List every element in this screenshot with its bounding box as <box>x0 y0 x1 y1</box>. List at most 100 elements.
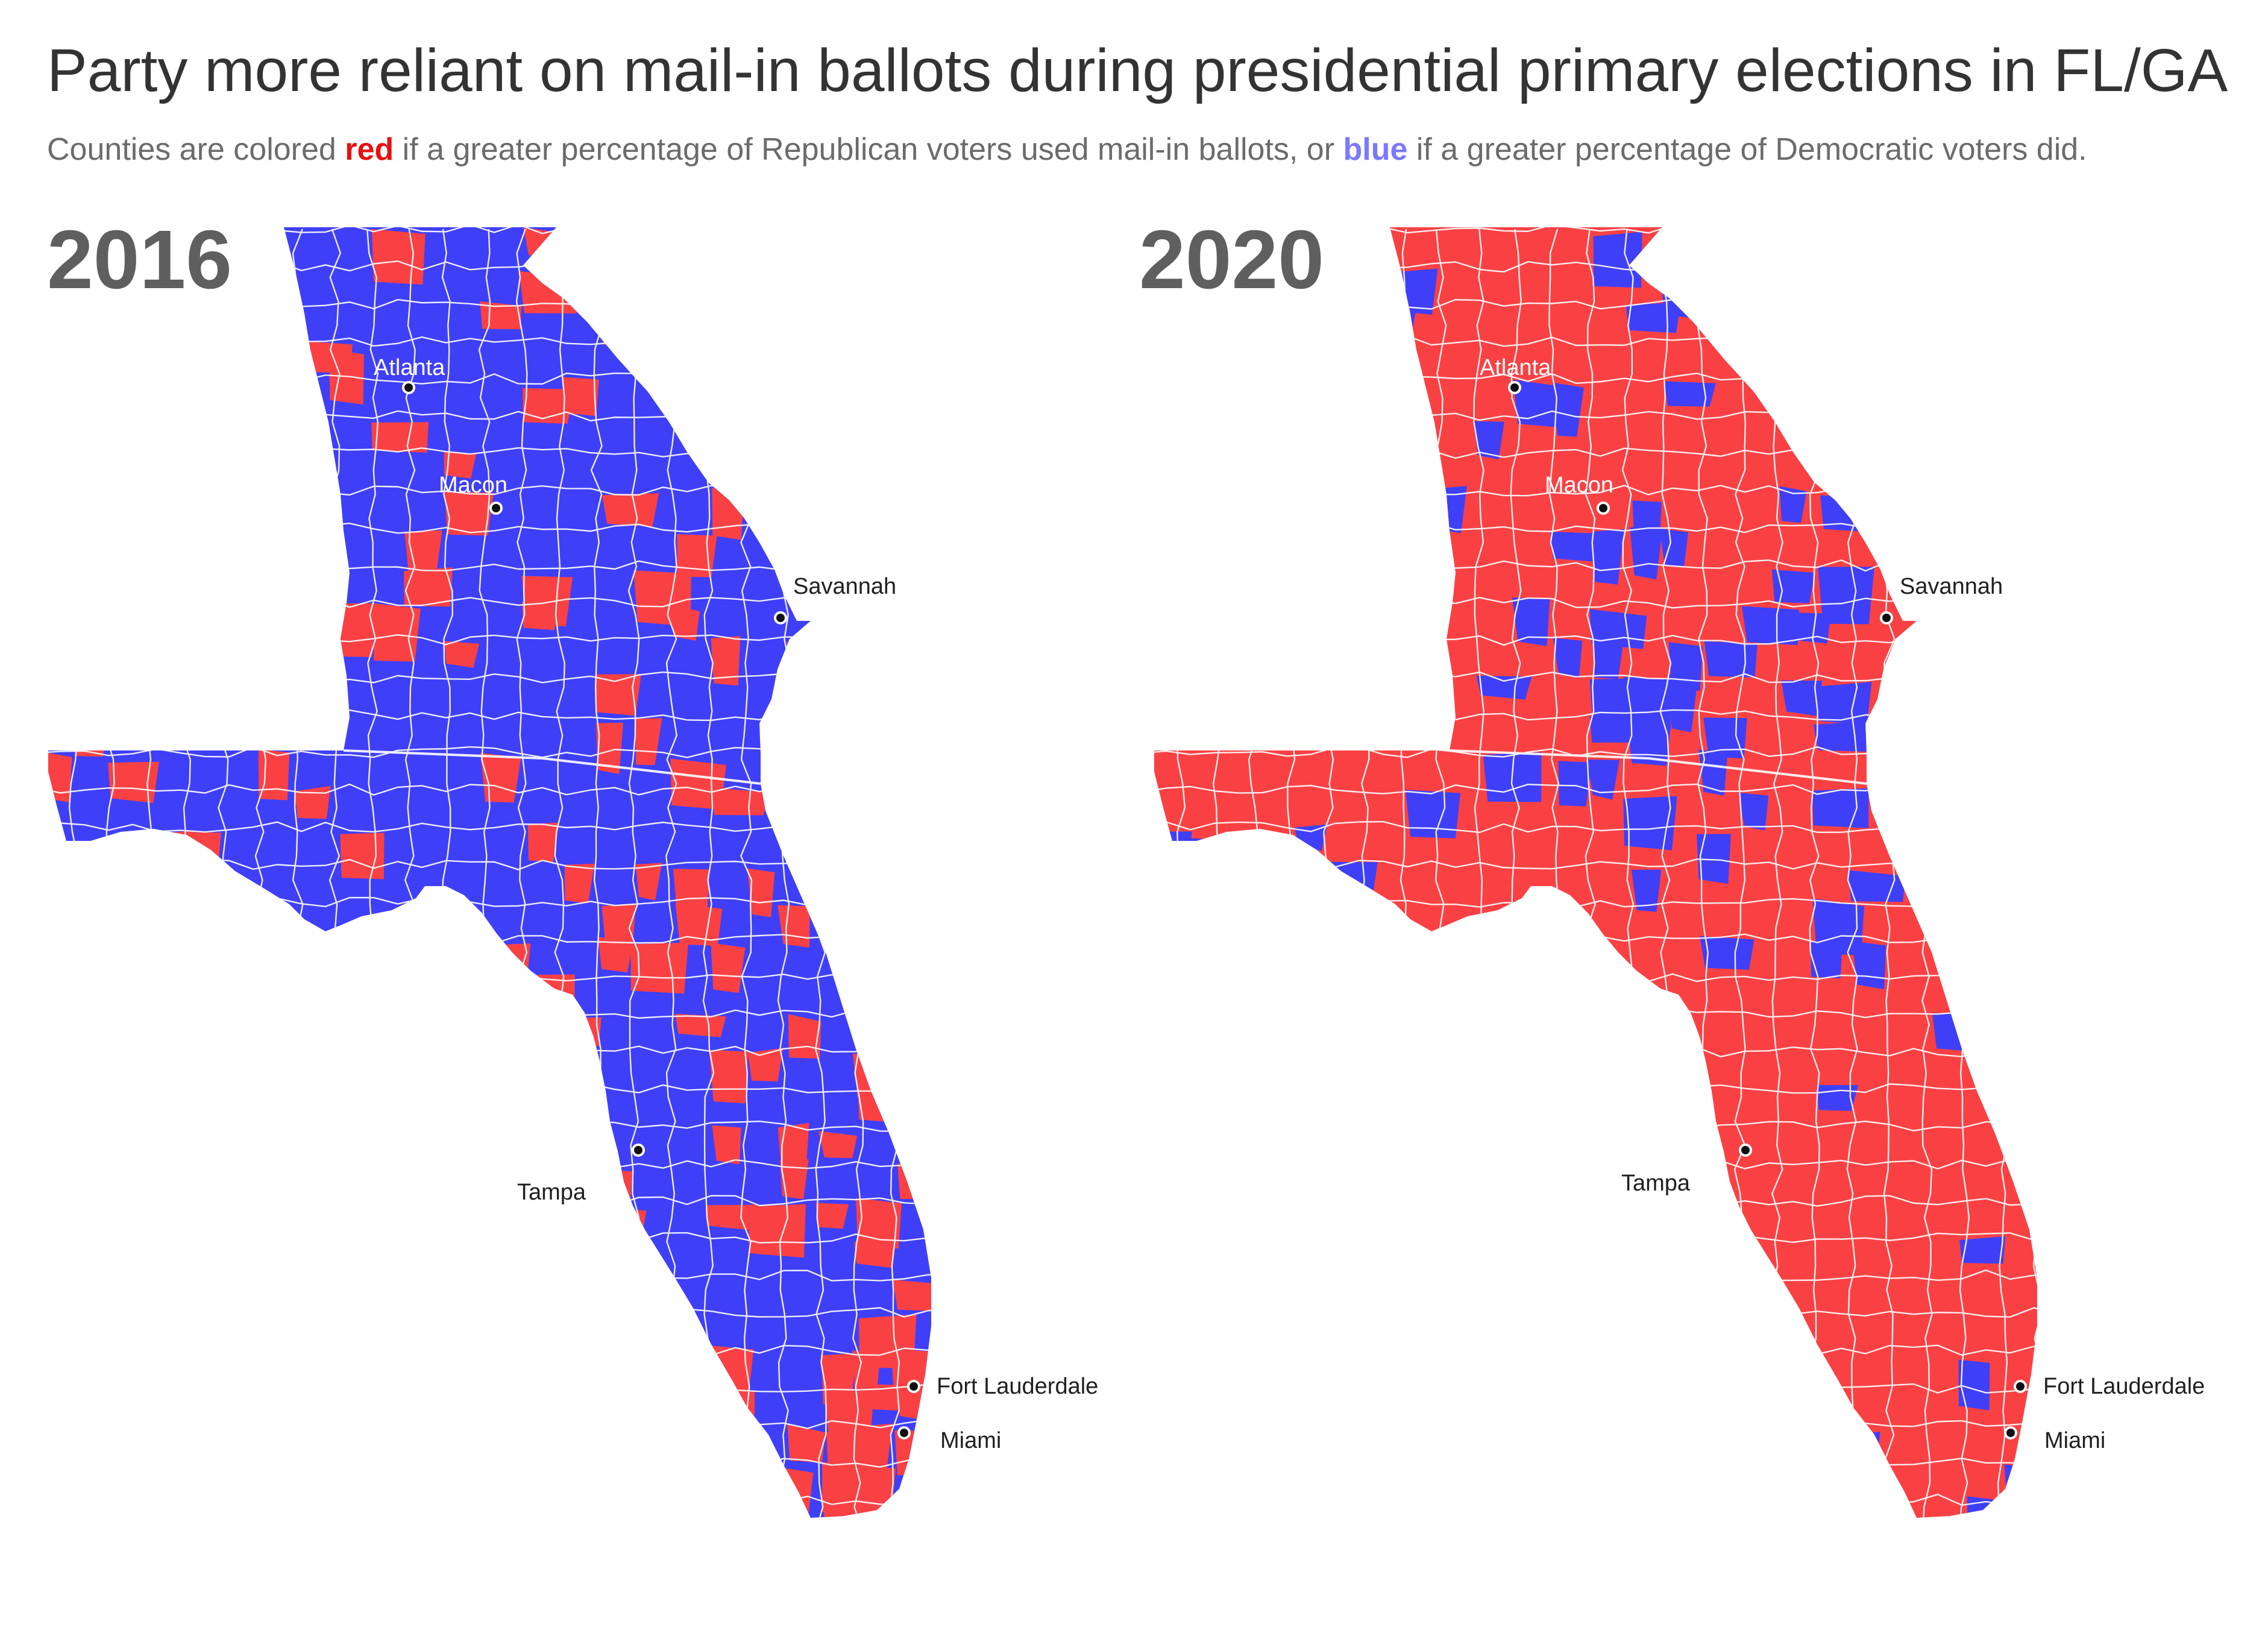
county-2016 <box>635 863 662 901</box>
county-2016 <box>409 1022 436 1060</box>
county-2020 <box>1809 238 1862 289</box>
county-2016 <box>72 941 124 990</box>
county-2016 <box>898 339 931 366</box>
county-border-2016 <box>216 228 230 1518</box>
county-2016 <box>522 1428 556 1472</box>
county-2020 <box>1847 458 1901 511</box>
year-label-2020: 2020 <box>1139 213 1324 306</box>
county-2020 <box>1884 677 1915 710</box>
county-2016 <box>335 1318 381 1353</box>
county-2016 <box>151 1010 179 1069</box>
county-2016 <box>442 940 474 985</box>
county-2020 <box>1154 831 1192 853</box>
city-label-fort-lauderdale-2020: Fort Lauderdale <box>2043 1374 2205 1399</box>
city-label-fort-lauderdale-2016: Fort Lauderdale <box>937 1374 1098 1399</box>
city-dot-savannah-2016 <box>774 611 787 624</box>
county-2016 <box>779 1159 809 1200</box>
county-2020 <box>1256 1432 1305 1478</box>
county-2016 <box>409 940 437 967</box>
county-2016 <box>600 313 655 348</box>
county-2016 <box>371 228 426 285</box>
county-2016 <box>368 1425 428 1455</box>
county-2016 <box>340 832 385 879</box>
county-2016 <box>594 1169 633 1218</box>
county-2016 <box>747 868 775 917</box>
county-2016 <box>524 1084 567 1115</box>
county-2016 <box>522 602 562 631</box>
county-2020 <box>1818 567 1875 624</box>
legend-red-word: red <box>345 132 394 167</box>
county-2016 <box>142 377 192 407</box>
county-2016 <box>854 1242 896 1268</box>
city-dot-macon-2016 <box>489 502 503 515</box>
county-2020 <box>1549 934 1582 987</box>
county-2020 <box>2033 868 2037 912</box>
subtitle-text-2: if a greater percentage of Republican vo… <box>394 132 1343 167</box>
county-2016 <box>711 636 741 686</box>
county-2016 <box>854 453 913 494</box>
county-2016 <box>444 1505 482 1518</box>
county-2016 <box>928 866 931 901</box>
city-dot-macon-2020 <box>1597 502 1610 515</box>
county-2020 <box>1970 417 2009 445</box>
county-2016 <box>937 1095 979 1153</box>
county-2016 <box>896 1051 931 1080</box>
county-2016 <box>703 236 730 278</box>
county-2016 <box>187 832 221 872</box>
city-label-miami-2016: Miami <box>940 1428 1001 1453</box>
county-2020 <box>1219 489 1266 519</box>
county-2020 <box>1630 527 1663 580</box>
subtitle-text-1: Counties are colored <box>47 132 345 167</box>
county-2016 <box>186 1389 238 1419</box>
county-2016 <box>787 641 831 699</box>
county-2020 <box>2035 568 2037 609</box>
county-2020 <box>1588 760 1619 800</box>
county-2020 <box>1738 793 1769 831</box>
county-2016 <box>930 1468 931 1509</box>
county-2016 <box>855 943 906 1002</box>
county-2020 <box>1626 302 1681 333</box>
county-2020 <box>1214 940 1275 996</box>
county-2016 <box>442 1274 481 1324</box>
county-2016 <box>68 1499 97 1518</box>
county-2020 <box>1594 639 1624 679</box>
county-2016 <box>218 338 277 387</box>
county-2016 <box>334 603 375 658</box>
county-2016 <box>896 1500 931 1518</box>
county-border-2016 <box>105 228 117 1518</box>
county-2016 <box>189 643 228 684</box>
county-2016 <box>710 1458 750 1511</box>
county-2020 <box>1958 1359 1990 1411</box>
county-2020 <box>1847 870 1906 902</box>
city-label-tampa-2020: Tampa <box>1621 1171 1691 1196</box>
county-2016 <box>444 1427 471 1466</box>
county-2016 <box>858 1091 913 1124</box>
city-dot-atlanta-2020 <box>1508 381 1521 394</box>
county-2016 <box>523 388 575 424</box>
county-2016 <box>747 1048 784 1082</box>
county-2016 <box>860 344 919 378</box>
state-boundary-2020 <box>1449 749 1867 785</box>
county-2020 <box>1173 837 1204 872</box>
county-2016 <box>783 524 831 567</box>
county-2016 <box>856 676 886 726</box>
county-2020 <box>1183 344 1243 389</box>
county-2016 <box>114 339 160 392</box>
county-2016 <box>782 377 834 417</box>
county-2016 <box>519 271 577 313</box>
county-2016 <box>110 908 138 939</box>
county-2016 <box>191 488 233 526</box>
county-2016 <box>899 269 931 301</box>
county-2016 <box>413 977 463 1022</box>
county-2016 <box>483 943 531 995</box>
county-2020 <box>1553 638 1583 678</box>
county-2016 <box>371 422 429 453</box>
county-2016 <box>670 385 697 413</box>
county-2020 <box>1252 940 1307 972</box>
county-2020 <box>1553 382 1584 437</box>
county-2016 <box>116 861 157 887</box>
chart-subtitle: Counties are colored red if a greater pe… <box>47 131 2087 168</box>
county-border-2020 <box>1248 228 1260 1518</box>
county-2020 <box>1478 1308 1530 1366</box>
